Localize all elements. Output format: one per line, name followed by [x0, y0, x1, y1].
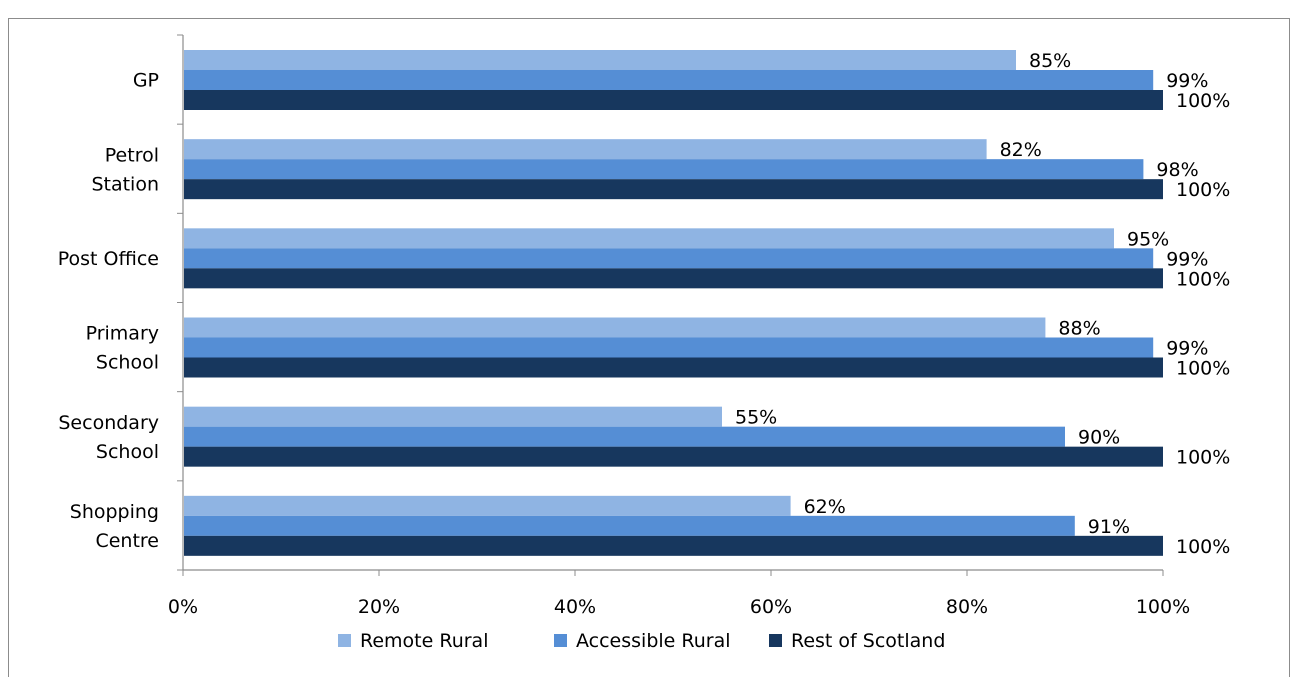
- data-label: 100%: [1176, 447, 1230, 469]
- data-label: 99%: [1166, 70, 1208, 92]
- legend-label: Accessible Rural: [576, 630, 731, 652]
- bar: [184, 70, 1154, 90]
- bar: [184, 50, 1016, 70]
- bar: [184, 317, 1046, 338]
- category-label: Petrol Station: [91, 144, 159, 195]
- data-label: 98%: [1156, 159, 1198, 181]
- bar: [184, 139, 987, 160]
- bar: [184, 426, 1065, 447]
- category-label-line: GP: [133, 70, 159, 92]
- x-tick-label: 40%: [554, 596, 596, 618]
- legend-swatch: [769, 634, 782, 647]
- category-label-line: Secondary: [58, 412, 159, 434]
- bar: [184, 515, 1075, 536]
- category-label: GP: [133, 70, 159, 92]
- data-label: 100%: [1176, 358, 1230, 380]
- data-label: 100%: [1176, 90, 1230, 112]
- bar: [184, 159, 1144, 180]
- data-label: 100%: [1176, 536, 1230, 558]
- category-label: Post Office: [58, 248, 159, 270]
- bar: [184, 90, 1163, 110]
- data-label: 95%: [1127, 228, 1169, 250]
- category-label-line: School: [96, 441, 159, 463]
- bar: [184, 535, 1163, 556]
- data-label: 100%: [1176, 268, 1230, 290]
- x-tick-label: 80%: [946, 596, 988, 618]
- category-label-line: Petrol: [105, 144, 159, 166]
- x-tick-label: 100%: [1136, 596, 1190, 618]
- x-tick-label: 0%: [168, 596, 198, 618]
- bar: [184, 406, 722, 427]
- bar: [184, 337, 1154, 358]
- bar: [184, 228, 1114, 249]
- data-label: 100%: [1176, 179, 1230, 201]
- category-label: Shopping Centre: [70, 501, 159, 552]
- data-label: 91%: [1088, 516, 1130, 538]
- data-label: 88%: [1058, 318, 1100, 340]
- bar: [184, 495, 791, 516]
- legend-label: Rest of Scotland: [791, 630, 945, 652]
- legend-swatch: [554, 634, 567, 647]
- legend-label: Remote Rural: [360, 630, 488, 652]
- bar: [184, 248, 1154, 269]
- data-label: 55%: [735, 407, 777, 429]
- data-label: 62%: [804, 496, 846, 518]
- category-label-line: School: [96, 352, 159, 374]
- x-tick-label: 60%: [750, 596, 792, 618]
- category-label-line: Centre: [95, 530, 159, 552]
- data-label: 90%: [1078, 427, 1120, 449]
- category-label: Secondary School: [58, 412, 159, 463]
- data-label: 82%: [1000, 139, 1042, 161]
- data-label: 99%: [1166, 338, 1208, 360]
- x-tick-label: 20%: [358, 596, 400, 618]
- data-label: 85%: [1029, 50, 1071, 72]
- bar: [184, 268, 1163, 289]
- category-label-line: Station: [91, 173, 159, 195]
- category-label-line: Post Office: [58, 248, 159, 270]
- category-label-line: Primary: [86, 323, 159, 345]
- bar: [184, 179, 1163, 200]
- bar: [184, 446, 1163, 467]
- bar: [184, 357, 1163, 378]
- category-label-line: Shopping: [70, 501, 159, 523]
- legend-swatch: [338, 634, 351, 647]
- category-label: Primary School: [86, 323, 159, 374]
- data-label: 99%: [1166, 248, 1208, 270]
